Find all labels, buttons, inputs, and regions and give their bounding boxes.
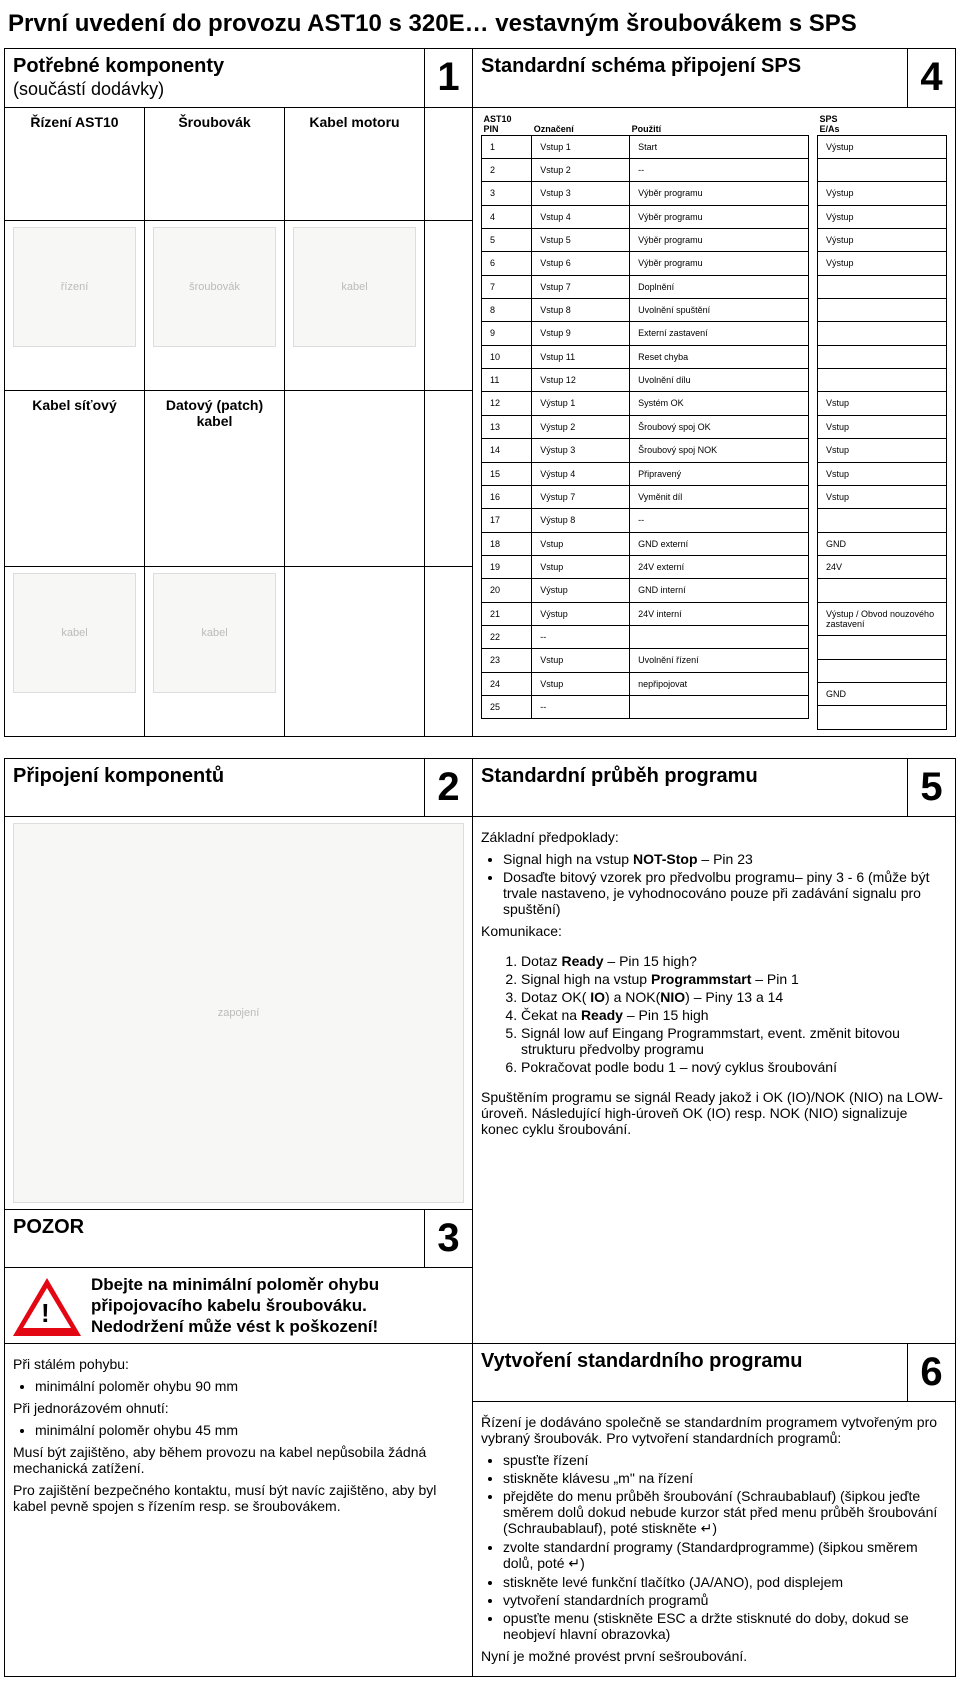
page-title: První uvedení do provozu AST10 s 320E… v… — [4, 4, 956, 48]
sec1-num: 1 — [425, 49, 473, 108]
sec4-title: Standardní schéma připojení SPS — [473, 49, 908, 108]
img-patch-cable: kabel — [153, 573, 276, 693]
col-a: Řízení AST10 — [5, 108, 145, 221]
sec5-body: Základní předpoklady: Signal high na vst… — [473, 816, 956, 1344]
sec3-warn: ! Dbejte na minimální poloměr ohybu přip… — [5, 1267, 473, 1344]
img-connection: zapojení — [13, 823, 464, 1203]
sec4-num: 4 — [908, 49, 956, 108]
sps-pin-table: SPS E/As Výstup VýstupVýstupVýstupVýstup… — [817, 114, 947, 730]
col-d: Kabel síťový — [5, 391, 145, 567]
warning-icon: ! — [13, 1278, 81, 1336]
col-b: Šroubovák — [145, 108, 285, 221]
ast10-pin-table: AST10 PIN Označení Použití 1Vstup 1Start… — [481, 114, 809, 719]
img-motor-cable: kabel — [293, 227, 416, 347]
sec3-num: 3 — [425, 1209, 473, 1267]
sec6-title: Vytvoření standardního programu — [473, 1344, 908, 1402]
img-power-cable: kabel — [13, 573, 136, 693]
img-controller: řízení — [13, 227, 136, 347]
col-c: Kabel motoru — [285, 108, 425, 221]
sec5-title: Standardní průběh programu — [473, 758, 908, 816]
sec1-title: Potřebné komponenty — [13, 55, 224, 77]
sec1-sub: (součástí dodávky) — [13, 79, 164, 99]
sec3-title: POZOR — [5, 1209, 425, 1267]
img-screwdriver: šroubovák — [153, 227, 276, 347]
sec6-num: 6 — [908, 1344, 956, 1402]
sec5-num: 5 — [908, 758, 956, 816]
col-e: Datový (patch) kabel — [145, 391, 285, 567]
sec3-body: Při stálém pohybu: minimální poloměr ohy… — [5, 1344, 473, 1677]
sec2-title: Připojení komponentů — [5, 758, 425, 816]
sec2-num: 2 — [425, 758, 473, 816]
sec6-body: Řízení je dodáváno společně se standardn… — [473, 1402, 956, 1677]
